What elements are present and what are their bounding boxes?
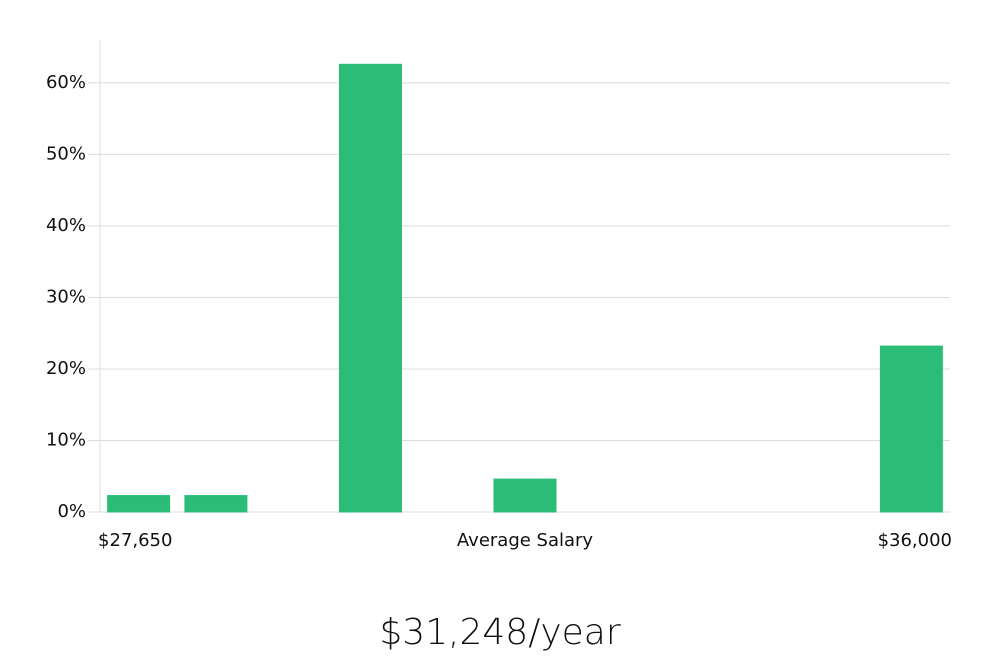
bar bbox=[107, 495, 171, 513]
y-tick-label: 10% bbox=[46, 429, 86, 450]
y-tick-label: 0% bbox=[57, 501, 86, 522]
y-tick-label: 40% bbox=[46, 215, 86, 236]
bar bbox=[184, 495, 248, 513]
y-tick-label: 30% bbox=[46, 286, 86, 307]
y-tick-label: 20% bbox=[46, 358, 86, 379]
y-tick-label: 60% bbox=[46, 72, 86, 93]
x-max-label: $36,000 bbox=[878, 530, 952, 551]
bar bbox=[879, 345, 943, 513]
average-salary: $31,248/year bbox=[379, 612, 621, 653]
bar bbox=[493, 478, 557, 513]
bar bbox=[338, 63, 402, 513]
x-min-label: $27,650 bbox=[98, 530, 172, 551]
x-axis-label: Average Salary bbox=[457, 530, 594, 551]
y-tick-label: 50% bbox=[46, 143, 86, 164]
